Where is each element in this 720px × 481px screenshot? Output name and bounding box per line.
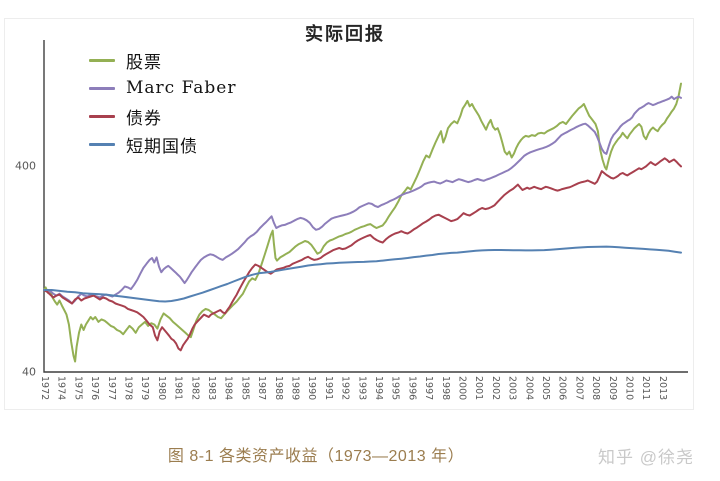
x-tick-label: 1974	[56, 376, 67, 400]
legend-swatch-stocks	[89, 58, 115, 62]
x-tick-label: 1991	[323, 376, 334, 400]
x-tick-label: 1997	[423, 376, 434, 400]
x-tick-label: 1995	[390, 376, 401, 400]
x-tick-label: 1983	[206, 376, 217, 400]
series-line-marc-faber	[43, 95, 682, 305]
chart-legend: 股票 Marc Faber 债券短期国债	[89, 46, 236, 158]
x-tick-label: 1984	[223, 376, 234, 400]
x-tick-label: 1987	[256, 376, 267, 400]
legend-swatch-marc-faber	[89, 86, 115, 90]
x-tick-label: 2004	[523, 376, 534, 400]
x-tick-label: 1998	[440, 376, 451, 400]
x-tick-label: 1982	[189, 376, 200, 400]
x-tick-label: 2001	[473, 376, 484, 400]
legend-swatch-t-bills	[89, 142, 115, 146]
legend-swatch-bonds	[89, 114, 115, 118]
legend-item-bonds: 债券	[89, 102, 236, 130]
legend-item-stocks: 股票	[89, 46, 236, 74]
x-tick-label: 1979	[139, 376, 150, 400]
x-tick-label: 2006	[557, 376, 568, 400]
x-tick-label: 1980	[156, 376, 167, 400]
x-tick-label: 2000	[457, 376, 468, 400]
x-tick-label: 2013	[657, 376, 668, 400]
x-tick-label: 1975	[72, 376, 83, 400]
x-tick-label: 1972	[39, 376, 50, 400]
y-tick-label: 400	[15, 160, 36, 173]
x-tick-label: 2005	[540, 376, 551, 400]
x-tick-label: 1994	[373, 376, 384, 400]
legend-item-t-bills: 短期国债	[89, 130, 236, 158]
series-line-t-bills	[43, 245, 682, 303]
x-tick-label: 2003	[507, 376, 518, 400]
x-tick-label: 2002	[490, 376, 501, 400]
legend-label-marc-faber: Marc Faber	[126, 78, 237, 98]
x-tick-label: 1978	[123, 376, 134, 400]
x-tick-label: 1992	[340, 376, 351, 400]
watermark: 知乎 @徐尧	[598, 448, 694, 467]
series-line-bonds	[43, 157, 682, 352]
legend-label-stocks: 股票	[126, 52, 162, 73]
series-line-stocks	[43, 82, 682, 363]
x-tick-label: 1990	[306, 376, 317, 400]
x-tick-label: 1977	[106, 376, 117, 400]
x-tick-label: 2007	[573, 376, 584, 400]
x-tick-label: 1989	[290, 376, 301, 400]
x-tick-label: 2011	[640, 376, 651, 400]
x-tick-label: 1985	[239, 376, 250, 400]
x-tick-label: 1981	[173, 376, 184, 400]
legend-label-t-bills: 短期国债	[126, 136, 198, 157]
figure-caption: 图 8-1 各类资产收益（1973—2013 年）	[167, 448, 465, 465]
legend-label-bonds: 债券	[126, 108, 162, 129]
x-tick-label: 2009	[607, 376, 618, 400]
x-tick-label: 1993	[356, 376, 367, 400]
x-tick-label: 2010	[624, 376, 635, 400]
legend-item-marc-faber: Marc Faber	[89, 74, 236, 102]
x-tick-label: 2008	[590, 376, 601, 400]
axis-lines	[43, 40, 688, 373]
chart-title: 实际回报	[305, 24, 385, 45]
x-tick-label: 1988	[273, 376, 284, 400]
y-tick-label: 40	[22, 366, 36, 379]
x-tick-label: 1976	[89, 376, 100, 400]
x-tick-label: 1996	[406, 376, 417, 400]
